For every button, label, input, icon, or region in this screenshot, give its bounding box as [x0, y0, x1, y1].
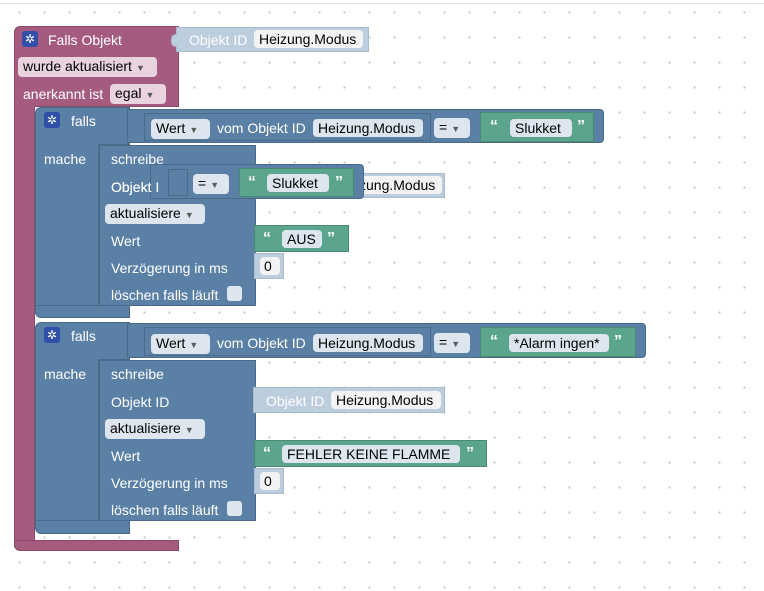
object-id-input[interactable]: Heizung.Modus [254, 30, 363, 48]
chevron-down-icon: ▼ [451, 339, 461, 349]
clear-label: löschen falls läuft [111, 287, 219, 303]
chevron-down-icon: ▼ [451, 124, 461, 134]
mache-label: mache [44, 151, 87, 167]
gear-icon[interactable]: ✲ [44, 112, 60, 128]
delay-label: Verzögerung in ms [111, 260, 228, 276]
mode-dropdown[interactable]: aktualisiere ▼ [105, 204, 205, 224]
delay-label: Verzögerung in ms [111, 475, 228, 491]
clear-label: löschen falls läuft [111, 502, 219, 518]
from-object-label: vom Objekt ID [217, 120, 306, 136]
chevron-down-icon: ▼ [145, 90, 155, 100]
trigger-object-id-block[interactable]: Objekt ID Heizung.Modus [171, 27, 369, 52]
compare-block[interactable]: Wert ▼ vom Objekt ID Heizung.Modus = ▼ “ *… [127, 323, 646, 358]
value-text-block[interactable]: “ AUS ” [254, 225, 349, 252]
trigger-block-footer [14, 540, 179, 551]
text-block[interactable]: “ *Alarm ingen* ” [480, 327, 636, 357]
object-id-input[interactable]: Heizung.Modus [331, 391, 441, 409]
ack-label: anerkannt ist [23, 86, 104, 102]
gear-icon[interactable]: ✲ [22, 31, 38, 47]
object-id-label: Objekt ID [266, 393, 325, 409]
from-object-label: vom Objekt ID [217, 335, 306, 351]
if-block-footer [35, 305, 130, 318]
floating-compare-block[interactable]: Objekt I = ▼ “ Slukket ” [111, 164, 364, 199]
object-id-label: Objekt ID [111, 394, 170, 410]
open-quote-icon: “ [263, 230, 271, 247]
ack-dropdown[interactable]: egal ▼ [110, 84, 166, 104]
chevron-down-icon: ▼ [189, 340, 199, 350]
if-block-arm [35, 144, 99, 314]
write-object-id-block[interactable]: Objekt ID Heizung.Modus [253, 387, 445, 413]
connector [171, 34, 177, 47]
write-title: schreibe [111, 366, 164, 382]
object-id-label: Objekt ID [189, 32, 248, 48]
value-source-dropdown[interactable]: Wert ▼ [151, 334, 210, 354]
compare-value-input[interactable]: Slukket [510, 119, 572, 137]
operator-dropdown[interactable]: = ▼ [434, 333, 470, 353]
value-label: Wert [111, 233, 141, 249]
chevron-down-icon: ▼ [210, 180, 220, 190]
falls-label: falls [71, 328, 96, 344]
falls-label: falls [71, 113, 96, 129]
object-id-label-partial: Objekt I [111, 179, 160, 195]
close-quote-icon: ” [466, 445, 474, 462]
trigger-title: Falls Objekt [48, 32, 122, 48]
compare-value-input[interactable]: Slukket [267, 174, 329, 192]
object-value-block[interactable]: Wert ▼ vom Objekt ID Heizung.Modus [144, 113, 431, 141]
clear-checkbox[interactable] [227, 501, 242, 516]
value-input[interactable]: AUS [282, 230, 322, 248]
mode-dropdown[interactable]: aktualisiere ▼ [105, 419, 205, 439]
gear-icon[interactable]: ✲ [44, 327, 60, 343]
value-input[interactable]: FEHLER KEINE FLAMME [282, 445, 460, 463]
event-dropdown[interactable]: wurde aktualisiert ▼ [18, 57, 157, 77]
close-quote-icon: ” [327, 230, 335, 247]
text-block[interactable]: “ Slukket ” [480, 112, 594, 142]
compare-value-input[interactable]: *Alarm ingen* [509, 334, 609, 352]
value-label: Wert [111, 448, 141, 464]
chevron-down-icon: ▼ [135, 63, 145, 73]
if-block-arm [35, 359, 99, 529]
delay-input[interactable]: 0 [260, 257, 280, 275]
open-quote-icon: “ [490, 118, 498, 135]
workspace-top-border [0, 0, 764, 4]
close-quote-icon: ” [614, 333, 622, 350]
write-block[interactable]: schreibe Objekt ID aktualisiere ▼ Wert Ve… [99, 360, 256, 521]
clear-checkbox[interactable] [227, 286, 242, 301]
delay-number-block[interactable]: 0 [254, 468, 284, 494]
delay-number-block[interactable]: 0 [254, 253, 284, 279]
open-quote-icon: “ [263, 445, 271, 462]
open-quote-icon: “ [248, 174, 256, 191]
chevron-down-icon: ▼ [184, 425, 194, 435]
compare-object-input[interactable]: Heizung.Modus [313, 119, 423, 137]
delay-input[interactable]: 0 [260, 472, 280, 490]
chevron-down-icon: ▼ [184, 210, 194, 220]
chevron-down-icon: ▼ [189, 125, 199, 135]
object-value-block[interactable]: Wert ▼ vom Objekt ID Heizung.Modus [144, 327, 431, 356]
value-source-dropdown[interactable]: Wert ▼ [151, 119, 210, 139]
close-quote-icon: ” [335, 174, 343, 191]
open-quote-icon: “ [490, 333, 498, 350]
compare-block[interactable]: Wert ▼ vom Objekt ID Heizung.Modus = ▼ “ S… [127, 109, 604, 143]
operator-dropdown[interactable]: = ▼ [193, 174, 229, 194]
trigger-block-arm [14, 106, 35, 547]
if-block-footer [35, 520, 130, 534]
value-text-block[interactable]: “ FEHLER KEINE FLAMME ” [254, 440, 487, 467]
compare-object-input[interactable]: Heizung.Modus [313, 334, 423, 352]
text-block[interactable]: “ Slukket ” [239, 168, 354, 197]
write-title: schreibe [111, 151, 164, 167]
mache-label: mache [44, 366, 87, 382]
empty-input-slot[interactable] [168, 169, 188, 196]
operator-dropdown[interactable]: = ▼ [434, 118, 470, 138]
close-quote-icon: ” [577, 118, 585, 135]
